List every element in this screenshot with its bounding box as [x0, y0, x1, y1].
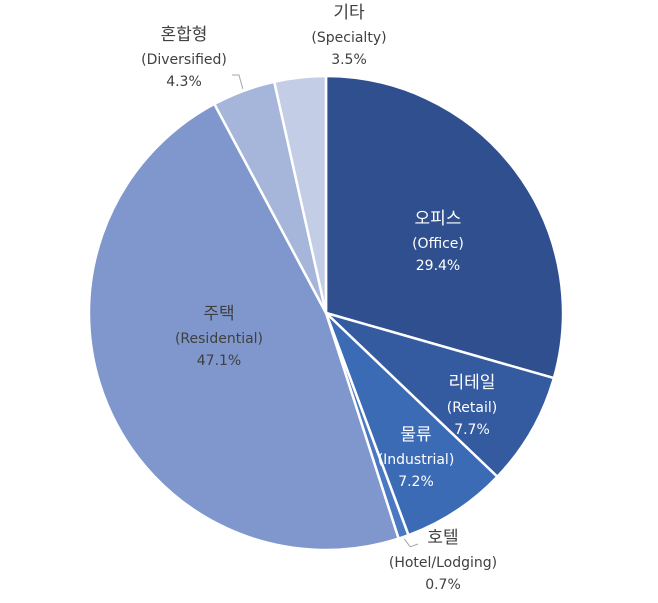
pie-slice	[324, 74, 565, 380]
slice-label-english: (Residential)	[175, 331, 263, 347]
slice-label-english: (Hotel/Lodging)	[389, 555, 497, 571]
slice-label-percent: 3.5%	[331, 52, 367, 68]
slice-label: 혼합형 (Diversified) 4.3%	[141, 25, 227, 90]
leader-line	[403, 538, 419, 548]
slice-label: 물류 (Industrial) 7.2%	[378, 425, 455, 490]
slice-label-english: (Office)	[412, 236, 464, 252]
slice-label-percent: 7.7%	[454, 422, 490, 438]
slice-label-name: 리테일	[449, 373, 496, 393]
slice-label-name: 주택	[203, 304, 234, 324]
slice-label-english: (Specialty)	[311, 30, 386, 46]
pie-slice	[87, 102, 400, 552]
slice-labels: 오피스 (Office) 29.4% 리테일 (Retail) 7.7% 물류 (Indust…	[141, 3, 497, 593]
leader-lines	[232, 74, 419, 548]
slice-label-percent: 47.1%	[197, 353, 241, 369]
slice-label-english: (Diversified)	[141, 52, 227, 68]
slice-label: 리테일 (Retail) 7.7%	[447, 373, 497, 438]
pie-slice	[273, 74, 328, 315]
slice-label-name: 혼합형	[161, 25, 208, 45]
slice-label-english: (Retail)	[447, 400, 497, 416]
slice-label: 호텔 (Hotel/Lodging) 0.7%	[389, 528, 497, 593]
slice-label-name: 물류	[400, 425, 431, 445]
slice-label-percent: 29.4%	[416, 258, 460, 274]
pie-slices	[87, 74, 565, 552]
slice-label-english: (Industrial)	[378, 452, 455, 468]
slice-label: 기타 (Specialty) 3.5%	[311, 3, 386, 68]
slice-label: 오피스 (Office) 29.4%	[412, 209, 464, 274]
slice-label-percent: 0.7%	[425, 577, 461, 593]
slice-label-name: 오피스	[415, 209, 462, 229]
slice-label-percent: 7.2%	[398, 474, 434, 490]
slice-label-name: 호텔	[427, 528, 458, 548]
slice-label-name: 기타	[333, 3, 365, 23]
slice-label: 주택 (Residential) 47.1%	[175, 304, 263, 369]
pie-slice	[324, 311, 556, 478]
slice-label-percent: 4.3%	[166, 74, 202, 90]
leader-line	[232, 74, 244, 90]
pie-slice	[324, 311, 499, 537]
